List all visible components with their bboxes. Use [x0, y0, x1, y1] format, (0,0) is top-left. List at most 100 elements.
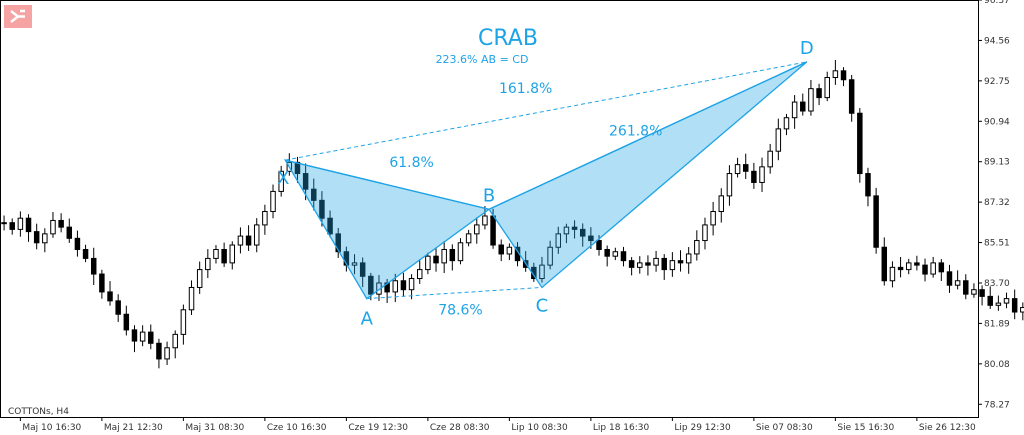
candle-body	[319, 199, 325, 219]
candle-body	[302, 173, 309, 190]
candle-body	[791, 101, 798, 119]
candle-body	[115, 300, 121, 315]
point-label-x: X	[277, 168, 289, 189]
candle-body	[335, 233, 341, 253]
candle-body	[889, 266, 896, 282]
candle-body	[694, 240, 700, 255]
candle-body	[205, 257, 211, 271]
candle-body	[131, 329, 138, 342]
candle-body	[604, 248, 610, 257]
candle-body	[311, 188, 317, 201]
candle-body	[465, 233, 472, 244]
candle-body	[180, 309, 187, 335]
candle-body	[474, 224, 480, 235]
candle-body	[922, 264, 928, 275]
candle-body	[139, 331, 146, 342]
y-tick-label: 78.27	[984, 400, 1010, 410]
candle-body	[865, 173, 871, 197]
candle-body	[172, 333, 178, 349]
y-axis: 96.37 94.56 92.75 90.94 89.13 87.32 85.51 83.70…	[978, 0, 1010, 410]
candle-body	[710, 211, 716, 226]
candle-body	[653, 257, 659, 266]
candle-body	[482, 215, 488, 226]
candle-body	[840, 70, 847, 81]
candle-body	[327, 217, 333, 235]
candle-body	[775, 128, 782, 152]
candle-body	[832, 70, 839, 79]
candle-body	[800, 101, 806, 112]
candle-body	[759, 166, 765, 183]
y-tick-label: 89.13	[984, 158, 1010, 168]
candle-body	[938, 262, 945, 273]
candle-body	[74, 237, 81, 250]
candle-body	[221, 248, 227, 264]
candle-body	[17, 217, 24, 230]
candle-body	[661, 257, 667, 271]
candle-body	[400, 280, 407, 291]
candle-body	[702, 224, 708, 242]
candle-body	[82, 248, 89, 259]
ratio-label-ac: 78.6%	[438, 302, 482, 318]
candle-body	[555, 233, 562, 248]
candle-body	[857, 112, 863, 175]
pattern-line-xd	[285, 61, 807, 161]
candle-body	[245, 235, 252, 246]
candle-body	[441, 248, 447, 264]
candle-body	[416, 269, 423, 280]
candle-body	[547, 246, 553, 266]
x-tick-label: Cze 28 08:30	[430, 423, 490, 433]
x-tick-label: Lip 29 12:30	[674, 423, 731, 433]
pattern-line-ac	[366, 286, 543, 300]
candle-body	[433, 255, 439, 264]
point-label-b: B	[483, 185, 495, 206]
point-label-a: A	[361, 309, 374, 330]
candle-body	[873, 195, 879, 248]
candle-body	[25, 217, 32, 233]
candles-layer	[1, 59, 1024, 369]
candle-body	[677, 260, 684, 264]
candle-body	[449, 248, 456, 262]
x-tick-label: Cze 19 12:30	[348, 423, 408, 433]
candle-body	[1011, 298, 1018, 313]
candle-body	[914, 262, 920, 266]
y-tick-label: 96.37	[984, 0, 1010, 6]
x-tick-label: Maj 31 08:30	[185, 423, 244, 433]
candle-body	[726, 173, 733, 197]
candle-body	[669, 260, 676, 271]
candle-body	[963, 280, 969, 295]
logo-icon	[4, 5, 32, 28]
candle-body	[90, 257, 97, 275]
candle-body	[392, 280, 399, 293]
x-axis: Maj 10 16:30 Maj 21 12:30 Maj 31 08:30 Cze …	[19, 417, 976, 433]
ratio-label-xb: 61.8%	[389, 155, 433, 171]
candle-body	[123, 313, 130, 331]
candle-body	[99, 273, 105, 293]
y-tick-label: 94.56	[984, 36, 1010, 46]
candle-body	[408, 278, 415, 291]
candle-body	[571, 226, 578, 230]
candle-body	[33, 231, 40, 244]
y-tick-label: 80.08	[984, 360, 1010, 370]
candle-body	[946, 271, 953, 286]
candle-body	[1020, 307, 1024, 313]
x-tick-label: Sie 07 08:30	[756, 423, 813, 433]
candle-body	[588, 235, 594, 242]
candle-body	[66, 226, 73, 239]
candle-body	[620, 251, 627, 262]
candle-body	[539, 264, 545, 280]
candle-body	[9, 222, 15, 230]
candle-body	[1003, 298, 1010, 304]
x-tick-label: Lip 10 08:30	[511, 423, 568, 433]
candle-body	[734, 164, 741, 175]
ratio-label-bd: 261.8%	[609, 124, 662, 140]
x-tick-label: Maj 10 16:30	[22, 423, 81, 433]
candle-body	[253, 224, 260, 246]
candle-body	[188, 286, 195, 311]
candle-body	[596, 240, 602, 250]
x-tick-label: Sie 15 16:30	[837, 423, 894, 433]
candle-body	[164, 347, 170, 360]
candle-body	[563, 226, 570, 235]
pattern-subtitle: 223.6% AB = CD	[436, 53, 529, 66]
candle-body	[579, 228, 586, 237]
candle-body	[213, 248, 219, 259]
